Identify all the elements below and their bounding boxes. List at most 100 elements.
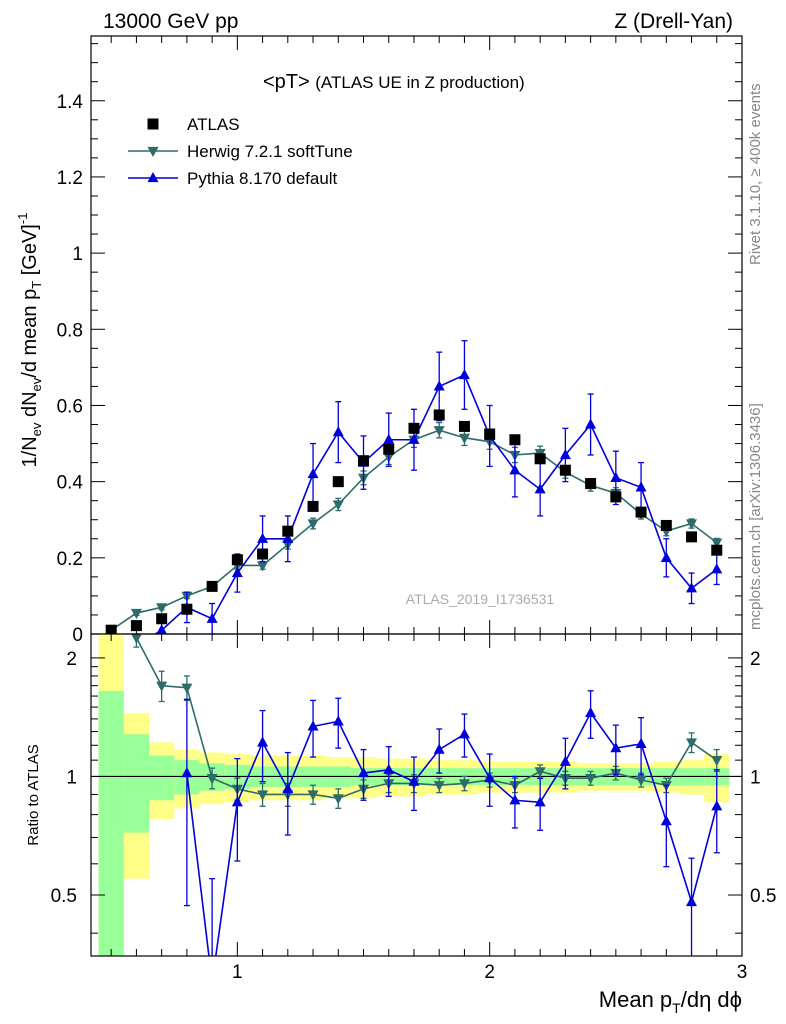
data-point (231, 567, 243, 578)
x-tick-label: 1 (232, 962, 243, 983)
data-point (711, 544, 723, 556)
data-point (534, 483, 546, 494)
x-tick-label: 2 (484, 962, 495, 983)
ratio-point (686, 738, 698, 749)
ratio-point (484, 772, 496, 783)
ratio-point (207, 976, 218, 986)
legend-label: Herwig 7.2.1 softTune (187, 142, 353, 161)
main-panel: ATLAS_2019_I1736531 0 0.2 0.4 0.6 0.8 1 1.2 1.4… (15, 35, 743, 646)
ratio-series-pythia-8-170-default (181, 690, 723, 986)
ratio-ytick-label: 0.5 (51, 886, 77, 907)
data-point (686, 531, 698, 543)
main-ytick-label: 0.8 (57, 320, 83, 341)
ratio-point (257, 736, 269, 747)
band-stat (98, 690, 124, 956)
ratio-point (559, 755, 571, 766)
data-point (686, 519, 698, 530)
data-point (282, 525, 294, 537)
ratio-point (635, 775, 647, 786)
data-point (433, 426, 445, 437)
legend-marker (147, 118, 159, 130)
data-point (181, 603, 193, 615)
x-tick-label: 3 (737, 962, 748, 983)
ratio-point (282, 782, 294, 793)
ratio-frame (90, 633, 743, 957)
data-point (408, 433, 420, 444)
header-right: Z (Drell-Yan) (614, 10, 733, 33)
data-point (433, 409, 445, 421)
main-ytick-label: 0.6 (57, 396, 83, 417)
ratio-ytick-label-right: 0.5 (750, 886, 776, 907)
x-axis-label: Mean pT/dη dϕ (599, 987, 742, 1016)
ratio-panel: 0.5 0.5 1 1 2 2 1 2 3 Ratio to ATLAS Mean pT/dη … (25, 633, 776, 1016)
series-pythia-8-170-default (133, 340, 723, 634)
data-point (307, 519, 319, 530)
data-point (610, 471, 622, 482)
legend-marker (147, 146, 159, 158)
ratio-series-line (186, 711, 718, 956)
ratio-point (231, 796, 243, 807)
ratio-point (181, 683, 193, 694)
rivet-label: Rivet 3.1.10, ≥ 400k events (747, 83, 764, 265)
data-point (282, 532, 294, 543)
data-point (156, 603, 168, 614)
series-atlas (105, 409, 723, 634)
ratio-ytick-label: 1 (66, 767, 77, 788)
ratio-point (686, 895, 698, 907)
ratio-point (307, 720, 319, 731)
header-left: 13000 GeV pp (103, 10, 238, 33)
data-point (206, 580, 218, 592)
ratio-point (131, 634, 142, 644)
ratio-point (307, 790, 319, 801)
data-point (458, 368, 470, 380)
data-point (383, 443, 395, 455)
ratio-ytick-label-right: 1 (750, 767, 761, 788)
legend-label: ATLAS (187, 115, 240, 134)
data-point (635, 506, 647, 518)
band-stat (149, 755, 175, 801)
ratio-point (408, 775, 420, 786)
mcplots-label: mcplots.cern.ch [arXiv:1306.3436] (747, 403, 764, 630)
data-point (585, 478, 597, 490)
data-point (257, 561, 269, 572)
ratio-point (585, 774, 597, 785)
ratio-point (433, 781, 445, 792)
data-point (383, 433, 395, 444)
ratio-ytick-label: 2 (66, 649, 77, 670)
data-point (332, 476, 344, 488)
data-point (307, 467, 319, 479)
data-point (585, 418, 597, 429)
legend-marker (147, 171, 159, 183)
data-point (509, 434, 521, 446)
data-point (559, 464, 571, 476)
data-point (660, 519, 672, 531)
ratio-series-herwig-7-2-1-softtune (131, 634, 723, 809)
data-point (156, 624, 167, 634)
ratio-ylabel: Ratio to ATLAS (25, 744, 42, 845)
ratio-point (181, 767, 193, 778)
data-point (206, 612, 218, 623)
ratio-point (534, 796, 546, 807)
data-point (711, 563, 723, 574)
data-point (257, 548, 269, 560)
data-point (686, 582, 698, 593)
main-ytick-label: 1 (72, 244, 83, 265)
data-point (610, 491, 622, 503)
main-ylabel: 1/Nev dNev/d mean pT [GeV]-1 (15, 213, 44, 468)
ratio-point (458, 728, 470, 739)
plot-title-main: <pT> (263, 71, 310, 93)
data-point (257, 532, 269, 543)
legend-entry: Herwig 7.2.1 softTune (128, 142, 353, 161)
data-point (358, 455, 370, 467)
data-point (484, 428, 496, 440)
data-point (534, 453, 546, 465)
ratio-point (257, 790, 269, 801)
main-ytick-label: 1.2 (57, 168, 83, 189)
watermark: ATLAS_2019_I1736531 (406, 591, 555, 607)
ratio-ytick-label-right: 2 (750, 649, 761, 670)
main-ytick-label: 0.2 (57, 549, 83, 570)
data-point (458, 420, 470, 432)
main-ytick-label: 0 (72, 625, 83, 646)
ratio-point (534, 767, 546, 778)
plot-title: <pT> (ATLAS UE in Z production) (263, 71, 525, 93)
